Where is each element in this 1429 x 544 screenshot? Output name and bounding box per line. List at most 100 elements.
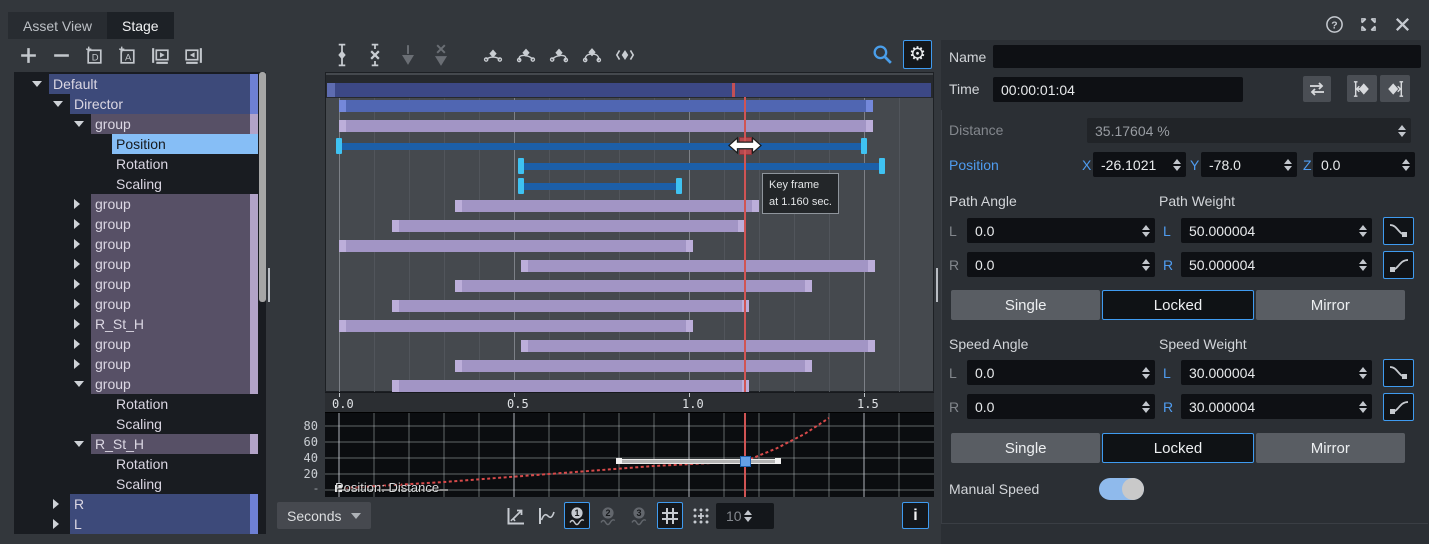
summary-playhead-marker[interactable] — [731, 83, 735, 97]
timeline-bar[interactable] — [454, 360, 812, 372]
spinner[interactable] — [1356, 224, 1369, 237]
time-input[interactable]: 00:00:01:04 — [993, 77, 1243, 102]
gear-icon[interactable]: ⚙ — [903, 40, 932, 69]
position-x-input[interactable]: -26.1021 — [1093, 152, 1186, 177]
speed-mode-single[interactable]: Single — [951, 433, 1101, 463]
timeline-bar[interactable] — [339, 100, 873, 112]
tree-item-group[interactable]: group — [14, 354, 258, 374]
add-d-item-icon[interactable]: D — [82, 43, 106, 67]
order-1-icon[interactable]: 1 — [564, 502, 590, 529]
timeline-bar[interactable] — [454, 200, 759, 212]
add-a-item-icon[interactable]: A — [115, 43, 139, 67]
keyframe-cap[interactable] — [861, 138, 867, 154]
swap-time-icon[interactable] — [1303, 76, 1331, 102]
speed-weight-l-curve-icon[interactable] — [1383, 359, 1414, 387]
timeline-bar[interactable] — [391, 220, 745, 232]
speed-mode-locked[interactable]: Locked — [1102, 433, 1254, 463]
tree-item-group[interactable]: group — [14, 194, 258, 214]
tree-item-position[interactable]: Position — [14, 134, 258, 154]
tree-item-group[interactable]: group — [14, 274, 258, 294]
timeline-bar[interactable] — [521, 260, 875, 272]
manual-speed-toggle[interactable] — [1099, 478, 1144, 500]
tree-item-rotation[interactable]: Rotation — [14, 394, 258, 414]
step-keyframe-icon[interactable] — [614, 42, 635, 67]
curve-flat-icon[interactable] — [482, 42, 503, 67]
spinner[interactable] — [1139, 400, 1152, 413]
tree-scrollbar[interactable] — [259, 72, 266, 302]
keyframe-span[interactable] — [521, 163, 882, 170]
z-spinner[interactable] — [1399, 158, 1412, 171]
expand-arrow-icon[interactable] — [53, 519, 59, 529]
timeline-bar[interactable] — [521, 340, 875, 352]
add-icon[interactable] — [16, 43, 40, 67]
add-keyframe-icon[interactable] — [331, 42, 352, 67]
collapse-arrow-icon[interactable] — [74, 121, 84, 127]
keyframe-cap[interactable] — [675, 178, 682, 194]
collapse-arrow-icon[interactable] — [74, 381, 84, 387]
tangent-handle-bar[interactable] — [619, 458, 779, 464]
time-axis[interactable]: 0.0 0.5 1.0 1.5 — [325, 392, 934, 412]
name-input[interactable] — [993, 45, 1421, 68]
frame-back-icon[interactable] — [181, 43, 205, 67]
expand-arrow-icon[interactable] — [74, 239, 80, 249]
tab-asset-view[interactable]: Asset View — [23, 17, 92, 34]
time-unit-dropdown[interactable]: Seconds — [277, 502, 371, 529]
path-mode-locked[interactable]: Locked — [1102, 290, 1254, 320]
distance-spinner[interactable] — [1395, 124, 1408, 137]
path-weight-l-curve-icon[interactable] — [1383, 217, 1414, 245]
speed-angle-r-input[interactable]: 0.0 — [967, 394, 1155, 419]
distance-field[interactable]: 35.17604 % — [1087, 118, 1411, 143]
tree-item-l[interactable]: L — [14, 514, 258, 534]
path-mode-single[interactable]: Single — [951, 290, 1101, 320]
playhead[interactable] — [744, 97, 746, 392]
y-spinner[interactable] — [1281, 158, 1294, 171]
spinner[interactable] — [1356, 258, 1369, 271]
left-splitter-handle[interactable] — [268, 268, 270, 302]
tree-item-group[interactable]: group — [14, 334, 258, 354]
tree-item-r-st-h[interactable]: R_St_H — [14, 434, 258, 454]
collapse-arrow-icon[interactable] — [74, 441, 84, 447]
keyframe-cap[interactable] — [518, 158, 524, 174]
timeline-bar[interactable] — [391, 380, 749, 392]
subdivision-spinner[interactable] — [742, 510, 755, 522]
summary-bar[interactable] — [327, 83, 931, 97]
keyframe-cap[interactable] — [878, 158, 885, 174]
expand-arrow-icon[interactable] — [74, 219, 80, 229]
spinner[interactable] — [1139, 366, 1152, 379]
origin-keyframe[interactable] — [335, 485, 342, 493]
subdivision-input[interactable]: 10 — [716, 503, 774, 529]
speed-weight-r-input[interactable]: 30.000004 — [1181, 394, 1372, 419]
search-icon[interactable] — [871, 43, 894, 66]
frame-play-icon[interactable] — [148, 43, 172, 67]
next-keyframe-icon[interactable] — [1380, 75, 1410, 102]
tangent-handle[interactable] — [616, 458, 622, 465]
right-splitter-handle[interactable] — [936, 268, 938, 302]
tree-item-rotation[interactable]: Rotation — [14, 154, 258, 174]
timeline-bar[interactable] — [454, 280, 812, 292]
expand-arrow-icon[interactable] — [74, 299, 80, 309]
speed-mode-mirror[interactable]: Mirror — [1255, 433, 1405, 463]
curve-editor[interactable]: Position: Distance — [325, 412, 934, 497]
tree-item-scaling[interactable]: Scaling — [14, 174, 258, 194]
tab-stage[interactable]: Stage — [107, 12, 174, 39]
path-weight-r-curve-icon[interactable] — [1383, 251, 1414, 279]
tangent-handle[interactable] — [775, 458, 782, 465]
tree-item-group[interactable]: group — [14, 114, 258, 134]
help-icon[interactable]: ? — [1324, 14, 1345, 35]
curve-ease-in-icon[interactable] — [515, 42, 536, 67]
timeline-bar[interactable] — [339, 320, 693, 332]
speed-angle-l-input[interactable]: 0.0 — [967, 360, 1155, 385]
tree-item-group[interactable]: group — [14, 374, 258, 394]
expand-arrow-icon[interactable] — [74, 319, 80, 329]
curve-view-icon[interactable] — [533, 502, 559, 529]
tree-item-rotation[interactable]: Rotation — [14, 454, 258, 474]
path-weight-r-input[interactable]: 50.000004 — [1181, 252, 1372, 277]
remove-icon[interactable] — [49, 43, 73, 67]
tree-item-default[interactable]: Default — [14, 74, 258, 94]
expand-arrow-icon[interactable] — [74, 199, 80, 209]
tree-item-r-st-h[interactable]: R_St_H — [14, 314, 258, 334]
collapse-arrow-icon[interactable] — [53, 101, 63, 107]
remove-keyframe-icon[interactable] — [364, 42, 385, 67]
expand-arrow-icon[interactable] — [74, 359, 80, 369]
speed-weight-r-curve-icon[interactable] — [1383, 393, 1414, 421]
